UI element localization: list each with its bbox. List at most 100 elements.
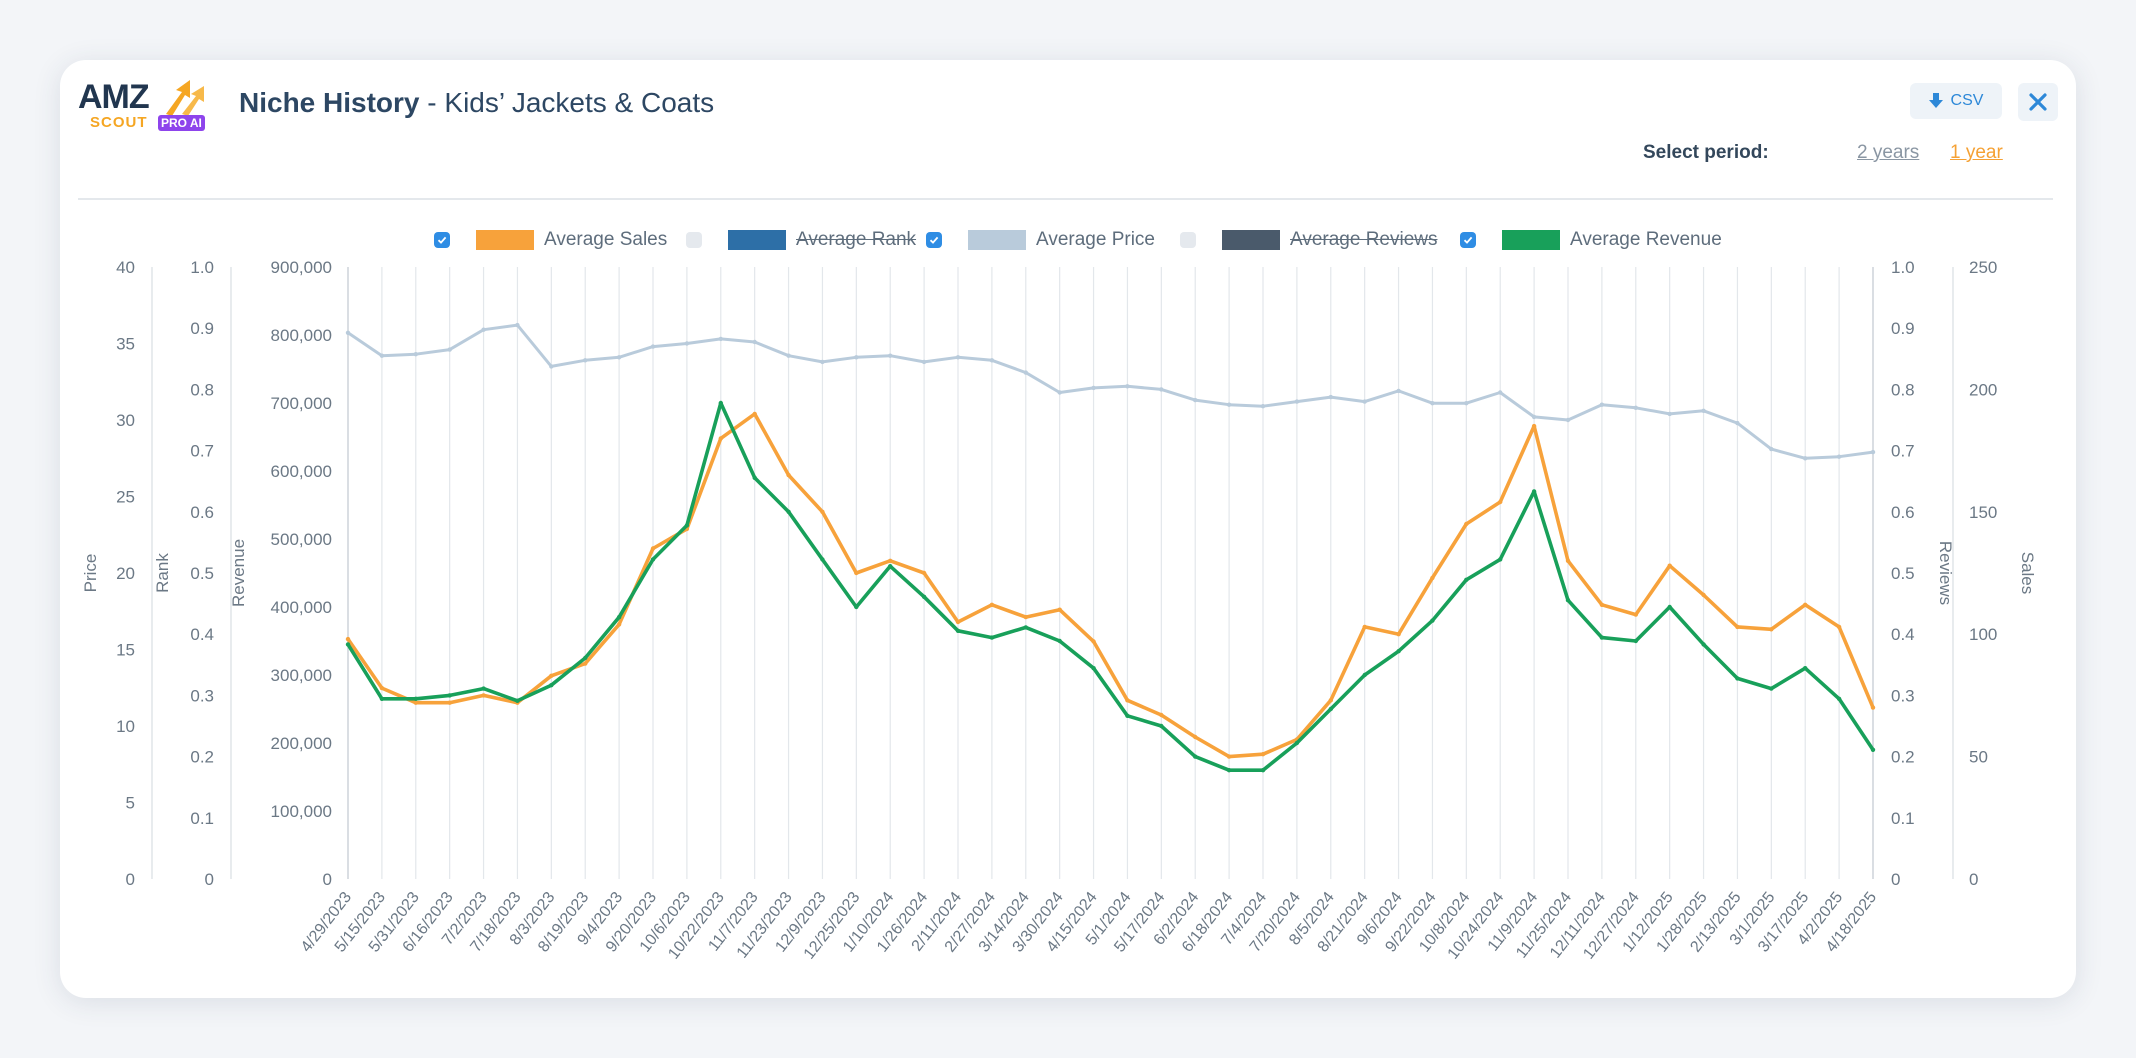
data-point (888, 558, 893, 563)
data-point (413, 352, 418, 357)
data-point (1260, 404, 1266, 409)
data-point (616, 615, 622, 620)
legend-item-average-rank[interactable]: Average Rank (686, 226, 916, 254)
data-point (447, 347, 452, 352)
data-point (1836, 624, 1842, 630)
title-niche: Kids’ Jackets & Coats (444, 87, 715, 118)
data-point (1362, 399, 1367, 404)
legend-item-average-revenue[interactable]: Average Revenue (1460, 226, 1722, 254)
data-point (1396, 632, 1401, 637)
data-point (718, 436, 723, 441)
close-button[interactable] (2018, 83, 2058, 121)
sales-tick-label: 50 (1969, 748, 1988, 767)
sales-tick-label: 250 (1969, 258, 1997, 277)
check-icon (929, 236, 939, 244)
data-point (345, 642, 351, 647)
legend-swatch (1222, 230, 1280, 250)
data-point (1464, 521, 1469, 527)
data-point (1091, 666, 1096, 671)
data-point (1803, 456, 1808, 461)
data-point (1193, 734, 1198, 740)
data-point (752, 411, 757, 417)
data-point (1870, 449, 1876, 455)
rank-tick-label: 0.4 (190, 625, 214, 644)
reviews-tick-label: 0.5 (1891, 564, 1915, 583)
rank-axis-title: Rank (153, 553, 172, 593)
data-point (549, 364, 554, 369)
legend-checkbox[interactable] (686, 232, 702, 248)
reviews-axis-title: Reviews (1936, 541, 1955, 605)
sales-axis-title: Sales (2018, 552, 2037, 595)
data-point (481, 327, 486, 332)
legend-swatch (476, 230, 534, 250)
data-point (1464, 401, 1469, 406)
data-point (1057, 638, 1062, 644)
legend-item-average-reviews[interactable]: Average Reviews (1180, 226, 1438, 254)
rank-tick-label: 0.3 (190, 686, 214, 705)
legend-checkbox[interactable] (1180, 232, 1196, 248)
data-point (1430, 575, 1435, 581)
data-point (1125, 713, 1130, 718)
data-point (1328, 706, 1334, 712)
sales-tick-label: 150 (1969, 503, 1997, 522)
period-1-year-link[interactable]: 1 year (1950, 142, 2003, 163)
niche-history-chart: 0 5 10 15 20 25 30 35 40 Price 0 0.1 0.2 0.3 0.4 0.5 0.6… (81, 258, 2037, 963)
rank-tick-label: 0.2 (190, 748, 214, 767)
reviews-tick-label: 1.0 (1891, 258, 1915, 277)
period-2-years-link[interactable]: 2 years (1857, 142, 1920, 163)
data-point (1125, 384, 1130, 389)
reviews-tick-label: 0.1 (1891, 809, 1915, 828)
series-line-average-revenue (346, 401, 1875, 772)
data-point (1667, 563, 1672, 568)
rank-tick-label: 0.6 (190, 503, 214, 522)
logo-pro-badge: PRO AI (158, 115, 205, 131)
legend-item-average-sales[interactable]: Average Sales (434, 226, 667, 254)
data-point (583, 358, 588, 363)
data-point (1769, 627, 1774, 632)
data-point (1159, 387, 1164, 392)
price-tick-label: 25 (116, 488, 135, 507)
data-point (989, 602, 995, 607)
data-point (1667, 411, 1672, 417)
revenue-tick-label: 600,000 (271, 462, 332, 481)
data-point (1023, 370, 1028, 375)
title-separator: - (419, 87, 445, 118)
data-point (1599, 402, 1605, 407)
legend-swatch (1502, 230, 1560, 250)
data-point (820, 359, 825, 365)
close-icon (2029, 93, 2047, 111)
price-tick-label: 0 (126, 870, 135, 889)
data-point (1464, 577, 1469, 582)
legend-checkbox[interactable] (1460, 232, 1476, 248)
data-point (1599, 602, 1605, 607)
data-point (786, 472, 791, 478)
data-point (1091, 385, 1096, 391)
data-point (1260, 752, 1266, 757)
logo-scout-text: SCOUT (90, 114, 148, 131)
download-icon (1928, 93, 1943, 108)
data-point (1769, 686, 1774, 691)
data-point (1498, 390, 1503, 395)
data-point (1057, 607, 1062, 612)
data-point (379, 685, 385, 691)
data-point (888, 564, 893, 569)
data-point (379, 696, 385, 701)
legend-label: Average Price (1036, 229, 1155, 250)
csv-download-button[interactable]: CSV (1910, 83, 2002, 119)
data-point (1633, 638, 1639, 644)
revenue-tick-label: 200,000 (271, 734, 332, 753)
data-point (888, 353, 893, 358)
header-divider (78, 198, 2053, 200)
legend-checkbox[interactable] (434, 232, 450, 248)
reviews-tick-label: 0.8 (1891, 380, 1915, 399)
data-point (1328, 698, 1334, 703)
data-point (854, 570, 859, 576)
data-point (989, 358, 995, 363)
data-point (1633, 612, 1639, 617)
revenue-tick-label: 0 (323, 870, 332, 889)
data-point (989, 635, 995, 640)
data-point (413, 696, 418, 701)
legend-item-average-price[interactable]: Average Price (926, 226, 1155, 254)
legend-checkbox[interactable] (926, 232, 942, 248)
amzscout-logo: AMZ SCOUT PRO AI (78, 78, 218, 134)
